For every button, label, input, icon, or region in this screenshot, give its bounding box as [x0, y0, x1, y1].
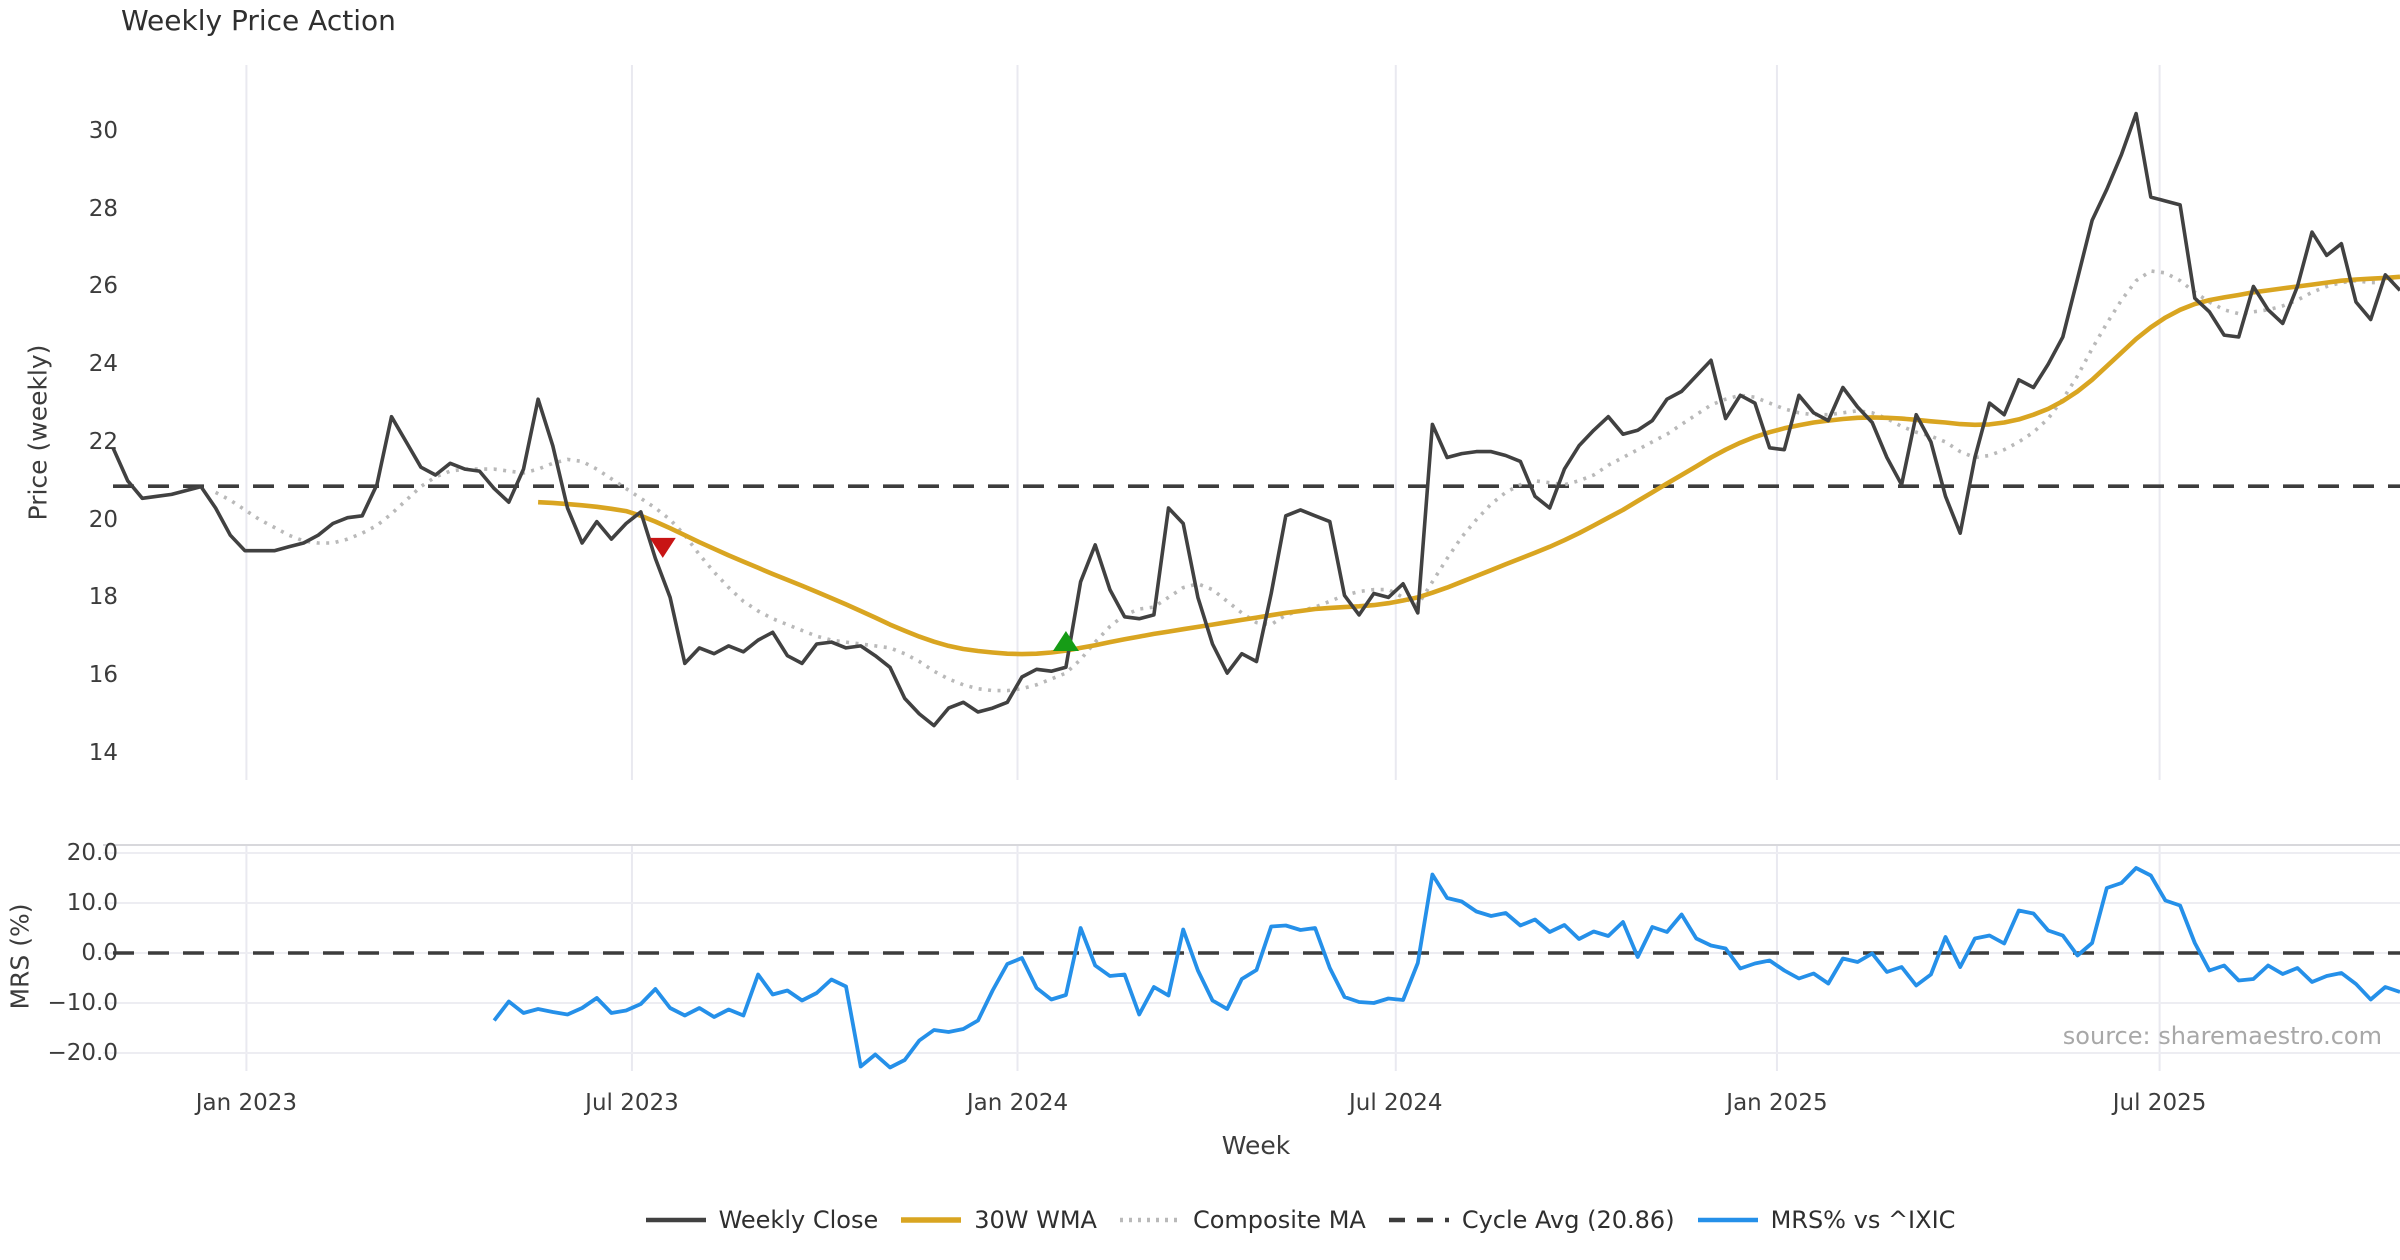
wma-swatch-icon	[901, 1217, 962, 1223]
source-note: source: sharemaestro.com	[2062, 1022, 2382, 1050]
legend-label: MRS% vs ^IXIC	[1770, 1206, 1956, 1234]
composite-ma-line	[214, 269, 2400, 693]
price-ytick-label: 22	[88, 428, 118, 455]
legend-label: Composite MA	[1192, 1206, 1366, 1234]
mrs-ytick-label: −20.0	[47, 1040, 118, 1066]
x-tick-label: Jan 2025	[1726, 1090, 1828, 1116]
mrs-swatch-icon	[1697, 1217, 1758, 1223]
legend-item-30w-wma: 30W WMA	[900, 1206, 1097, 1234]
wma30-line	[537, 274, 2400, 657]
week-axis-label: Week	[1221, 1131, 1291, 1160]
legend-label: 30W WMA	[974, 1206, 1097, 1234]
legend-label: Cycle Avg (20.86)	[1461, 1206, 1675, 1234]
mrs-ytick-label: −10.0	[47, 990, 118, 1016]
legend: Weekly Close 30W WMA Composite MA Cycle …	[100, 1196, 2400, 1244]
price-ytick-label: 30	[88, 118, 118, 145]
mrs-ytick-label: 10.0	[66, 890, 118, 916]
mrs-ytick-label: 0.0	[81, 940, 118, 966]
x-tick-label: Jan 2024	[966, 1090, 1069, 1116]
price-ytick-label: 26	[88, 273, 118, 300]
mrs-line	[492, 866, 2400, 1070]
weekly-close-line	[111, 111, 2400, 728]
chart-title: Weekly Price Action	[121, 4, 396, 37]
x-tick-label: Jul 2023	[585, 1090, 679, 1116]
price-ytick-label: 14	[88, 739, 118, 766]
price-ytick-label: 28	[88, 195, 118, 222]
mrs-ytick-label: 20.0	[66, 840, 118, 866]
price-ytick-label: 16	[88, 662, 118, 689]
legend-item-cycle-avg: Cycle Avg (20.86)	[1388, 1206, 1675, 1234]
cycle-avg-swatch-icon	[1388, 1217, 1449, 1223]
weekly-close-swatch-icon	[645, 1217, 706, 1223]
price-ytick-label: 20	[88, 506, 118, 533]
legend-label: Weekly Close	[718, 1206, 879, 1234]
legend-item-weekly-close: Weekly Close	[645, 1206, 879, 1234]
x-tick-label: Jul 2024	[1348, 1090, 1443, 1116]
price-ytick-label: 24	[88, 351, 118, 378]
x-tick-label: Jan 2023	[195, 1090, 298, 1116]
sell-signal-marker-icon	[649, 537, 676, 558]
legend-item-mrs: MRS% vs ^IXIC	[1697, 1206, 1956, 1234]
price-ytick-label: 18	[88, 584, 118, 611]
legend-item-composite-ma: Composite MA	[1119, 1206, 1366, 1234]
x-tick-label: Jul 2025	[2112, 1090, 2207, 1116]
buy-signal-marker-icon	[1052, 631, 1079, 652]
composite-ma-swatch-icon	[1119, 1217, 1180, 1223]
